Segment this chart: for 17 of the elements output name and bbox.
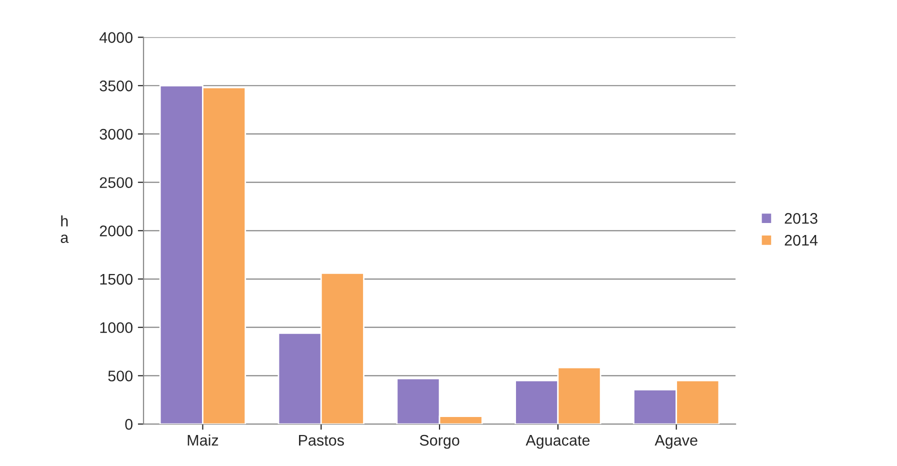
y-axis-title: h a [60,215,69,243]
x-tick-label: Sorgo [420,434,460,449]
y-tick-label: 0 [125,418,133,430]
y-tick-label: 2000 [100,226,133,236]
x-tick-label: Agave [654,435,698,449]
y-tick-label: 3000 [100,128,133,140]
y-tick-label: 3500 [100,80,133,92]
y-tick-label: 500 [108,370,133,382]
y-tick-label: 2500 [100,177,133,188]
x-tick-label: Aguacate [526,435,590,449]
legend-label: 2013 [784,213,818,224]
x-tick-label: Pastos [299,435,344,446]
y-tick-label: 1500 [100,274,133,285]
y-tick-label: 4000 [99,32,133,43]
y-tick-label: 1000 [100,322,133,334]
legend-label: 2014 [784,234,818,246]
x-tick-label: Maiz [188,434,218,446]
